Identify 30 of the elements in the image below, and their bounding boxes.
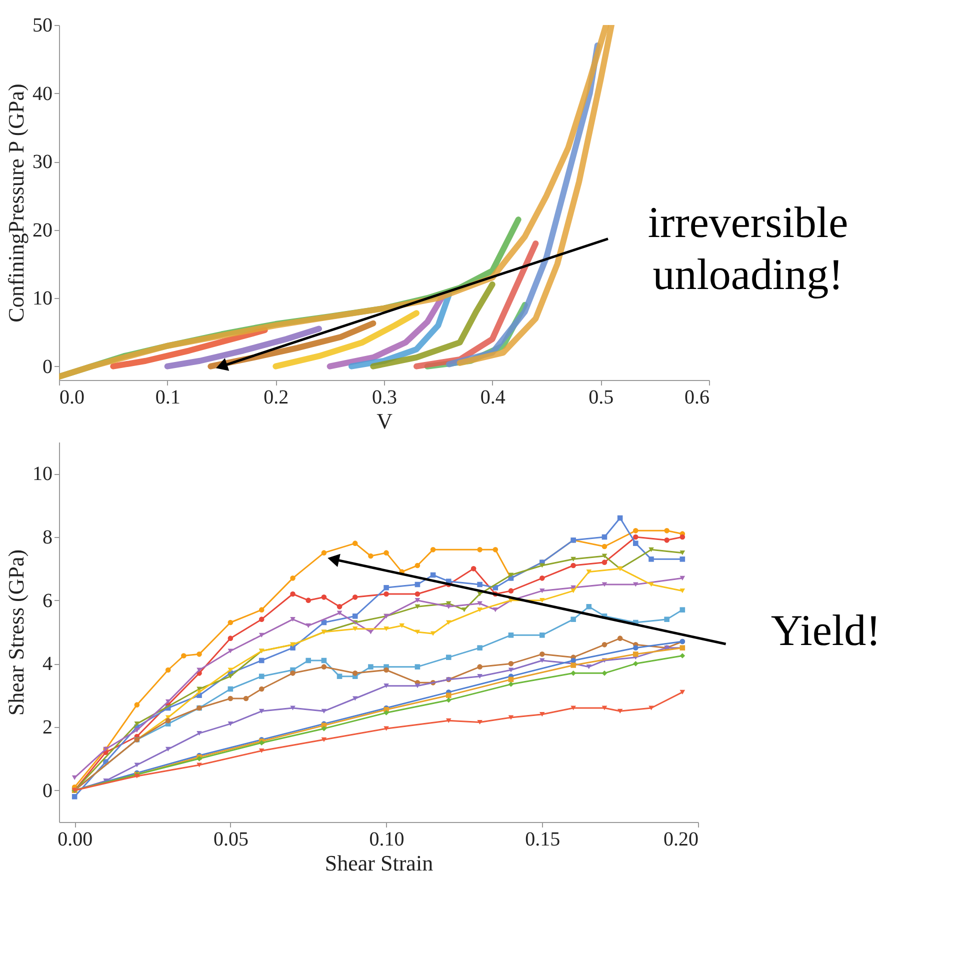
x-tick-label: 0.05 (213, 828, 248, 850)
y-tick-label: 2 (42, 716, 52, 738)
y-tick-label: 10 (32, 463, 52, 486)
x-tick-label: 0.1 (155, 386, 180, 408)
y-axis-title: Shear Stress (GPa) (4, 549, 28, 716)
x-tick-label: 0.6 (684, 386, 710, 408)
y-tick-label: 6 (42, 590, 52, 612)
x-tick-label: 0.0 (60, 386, 84, 408)
x-tick-label: 0.10 (369, 828, 404, 850)
x-tick-label: 0.20 (664, 828, 698, 850)
y-axis-title: ConfiningPressure P (GPa) (4, 84, 28, 322)
y-tick-label: 40 (32, 82, 52, 105)
x-axis-title: V (376, 408, 393, 434)
y-tick-label: 4 (42, 653, 52, 676)
annotation: irreversible unloading! (648, 198, 848, 299)
y-tick-label: 8 (42, 526, 52, 548)
x-tick-label: 0.4 (480, 386, 506, 408)
annotation: Yield! (770, 606, 881, 655)
x-tick-label: 0.15 (525, 828, 560, 850)
x-tick-label: 0.00 (58, 828, 93, 850)
y-tick-label: 50 (32, 14, 52, 36)
x-tick-label: 0.3 (372, 386, 397, 408)
y-tick-label: 20 (32, 219, 52, 242)
x-axis-title: Shear Strain (324, 850, 434, 876)
y-tick-label: 0 (42, 780, 52, 802)
y-tick-label: 0 (42, 356, 52, 378)
x-tick-label: 0.5 (588, 386, 614, 408)
x-tick-label: 0.2 (264, 386, 289, 408)
y-tick-label: 30 (32, 151, 52, 174)
y-tick-label: 10 (32, 288, 52, 310)
